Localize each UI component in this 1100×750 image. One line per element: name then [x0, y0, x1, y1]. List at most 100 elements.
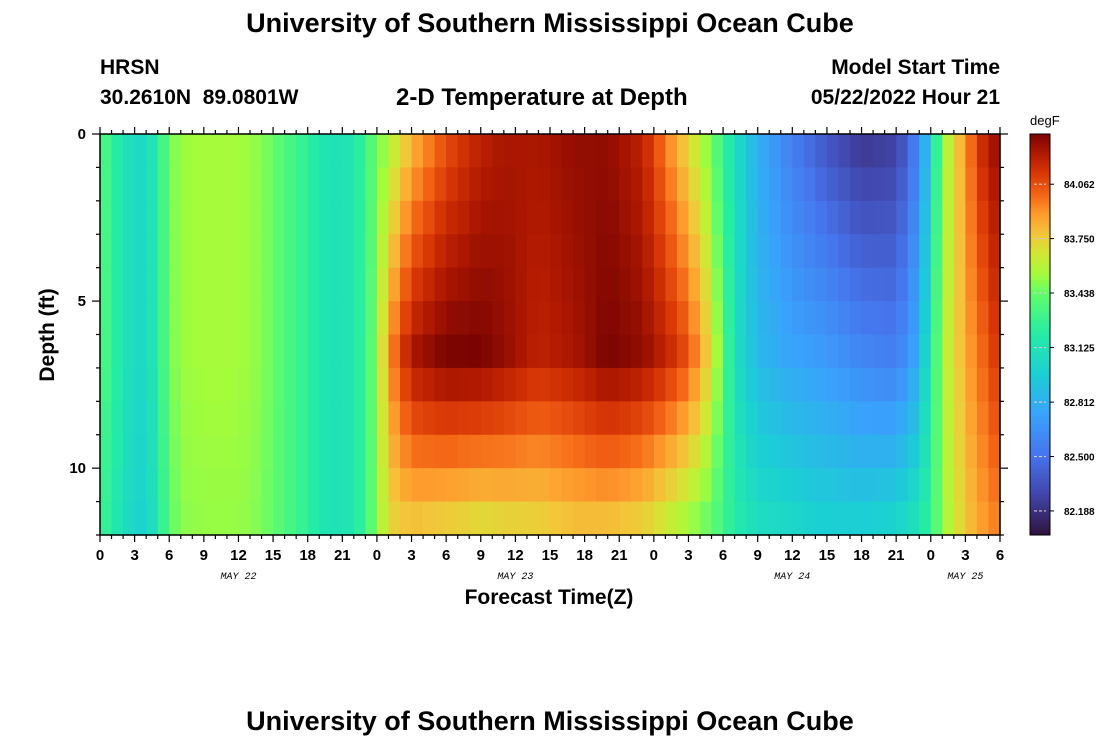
heatmap-cell: [203, 334, 216, 369]
heatmap-cell: [157, 434, 170, 469]
heatmap-cell: [492, 234, 505, 269]
heatmap-cell: [203, 167, 216, 202]
heatmap-cell: [676, 334, 690, 369]
heatmap-cell: [953, 234, 966, 269]
heatmap-cell: [146, 200, 159, 235]
heatmap-cell: [665, 367, 678, 402]
heatmap-cell: [319, 167, 332, 202]
heatmap-cell: [803, 367, 816, 402]
heatmap-cell: [596, 301, 609, 336]
heatmap-cell: [896, 434, 909, 469]
heatmap-cell: [653, 234, 666, 269]
heatmap-cell: [700, 267, 713, 302]
heatmap-cell: [976, 301, 990, 336]
heatmap-cell: [273, 267, 286, 302]
heatmap-cell: [815, 167, 828, 202]
heatmap-cell: [711, 267, 724, 302]
heatmap-cell: [330, 334, 343, 369]
heatmap-cell: [884, 134, 897, 169]
heatmap-cell: [411, 167, 424, 202]
y-tick-label: 10: [69, 460, 86, 477]
heatmap-cell: [965, 167, 978, 202]
heatmap-cell: [526, 200, 540, 235]
heatmap-cell: [688, 334, 701, 369]
heatmap-cell: [503, 234, 516, 269]
heatmap-cell: [388, 434, 401, 469]
heatmap-cell: [815, 134, 828, 169]
heatmap-cell: [100, 200, 113, 235]
heatmap-cell: [100, 267, 113, 302]
heatmap-cell: [630, 234, 643, 269]
heatmap-cell: [988, 401, 1001, 436]
heatmap-cell: [146, 267, 159, 302]
heatmap-cell: [896, 468, 909, 503]
heatmap-cell: [584, 134, 597, 169]
heatmap-cell: [307, 267, 320, 302]
heatmap-cell: [353, 334, 366, 369]
heatmap-cell: [792, 468, 805, 503]
heatmap-cell: [538, 334, 551, 369]
heatmap-cell: [734, 401, 747, 436]
heatmap-cell: [746, 134, 759, 169]
heatmap-cell: [711, 167, 724, 202]
heatmap-cell: [861, 167, 874, 202]
heatmap-cell: [815, 200, 828, 235]
heatmap-cell: [769, 200, 782, 235]
heatmap-cell: [157, 401, 170, 436]
x-tick-label: 6: [165, 547, 173, 564]
heatmap-cell: [700, 134, 713, 169]
heatmap-cell: [330, 501, 343, 536]
heatmap-cell: [238, 501, 251, 536]
heatmap-cell: [573, 401, 586, 436]
heatmap-cell: [815, 334, 828, 369]
heatmap-cell: [976, 334, 990, 369]
heatmap-cell: [423, 367, 436, 402]
heatmap-cell: [769, 434, 782, 469]
heatmap-cell: [250, 434, 263, 469]
heatmap-cell: [134, 401, 147, 436]
heatmap-cell: [861, 301, 874, 336]
heatmap-cell: [769, 501, 782, 536]
heatmap-cell: [492, 267, 505, 302]
heatmap-cell: [734, 267, 747, 302]
heatmap-cell: [261, 468, 274, 503]
heatmap-cell: [192, 167, 205, 202]
heatmap-cell: [388, 234, 401, 269]
station-name: HRSN: [100, 56, 160, 79]
heatmap-cell: [584, 334, 597, 369]
heatmap-cell: [873, 468, 886, 503]
heatmap-cell: [803, 301, 816, 336]
heatmap-cell: [826, 134, 840, 169]
heatmap-cell: [919, 468, 932, 503]
heatmap-cell: [480, 367, 493, 402]
x-tick-label: 3: [961, 547, 969, 564]
heatmap-cell: [434, 234, 447, 269]
heatmap-cell: [630, 134, 643, 169]
heatmap-cell: [896, 501, 909, 536]
heatmap-cell: [342, 200, 355, 235]
heatmap-cell: [538, 401, 551, 436]
heatmap-cell: [619, 301, 632, 336]
heatmap-cell: [296, 234, 309, 269]
heatmap-cell: [526, 167, 540, 202]
heatmap-cell: [792, 134, 805, 169]
heatmap-cell: [665, 301, 678, 336]
heatmap-cell: [976, 434, 990, 469]
heatmap-cell: [896, 401, 909, 436]
heatmap-cell: [226, 234, 240, 269]
heatmap-cell: [780, 334, 793, 369]
heatmap-cell: [446, 334, 459, 369]
heatmap-cell: [238, 367, 251, 402]
heatmap-cell: [192, 501, 205, 536]
heatmap-cell: [988, 367, 1001, 402]
heatmap-cell: [296, 301, 309, 336]
heatmap-cell: [757, 501, 770, 536]
heatmap-cell: [203, 468, 216, 503]
heatmap-cell: [469, 301, 482, 336]
heatmap-cell: [826, 401, 840, 436]
heatmap-cell: [273, 434, 286, 469]
heatmap-cell: [584, 167, 597, 202]
heatmap-cell: [296, 334, 309, 369]
heatmap-cell: [457, 267, 470, 302]
heatmap-cell: [573, 167, 586, 202]
